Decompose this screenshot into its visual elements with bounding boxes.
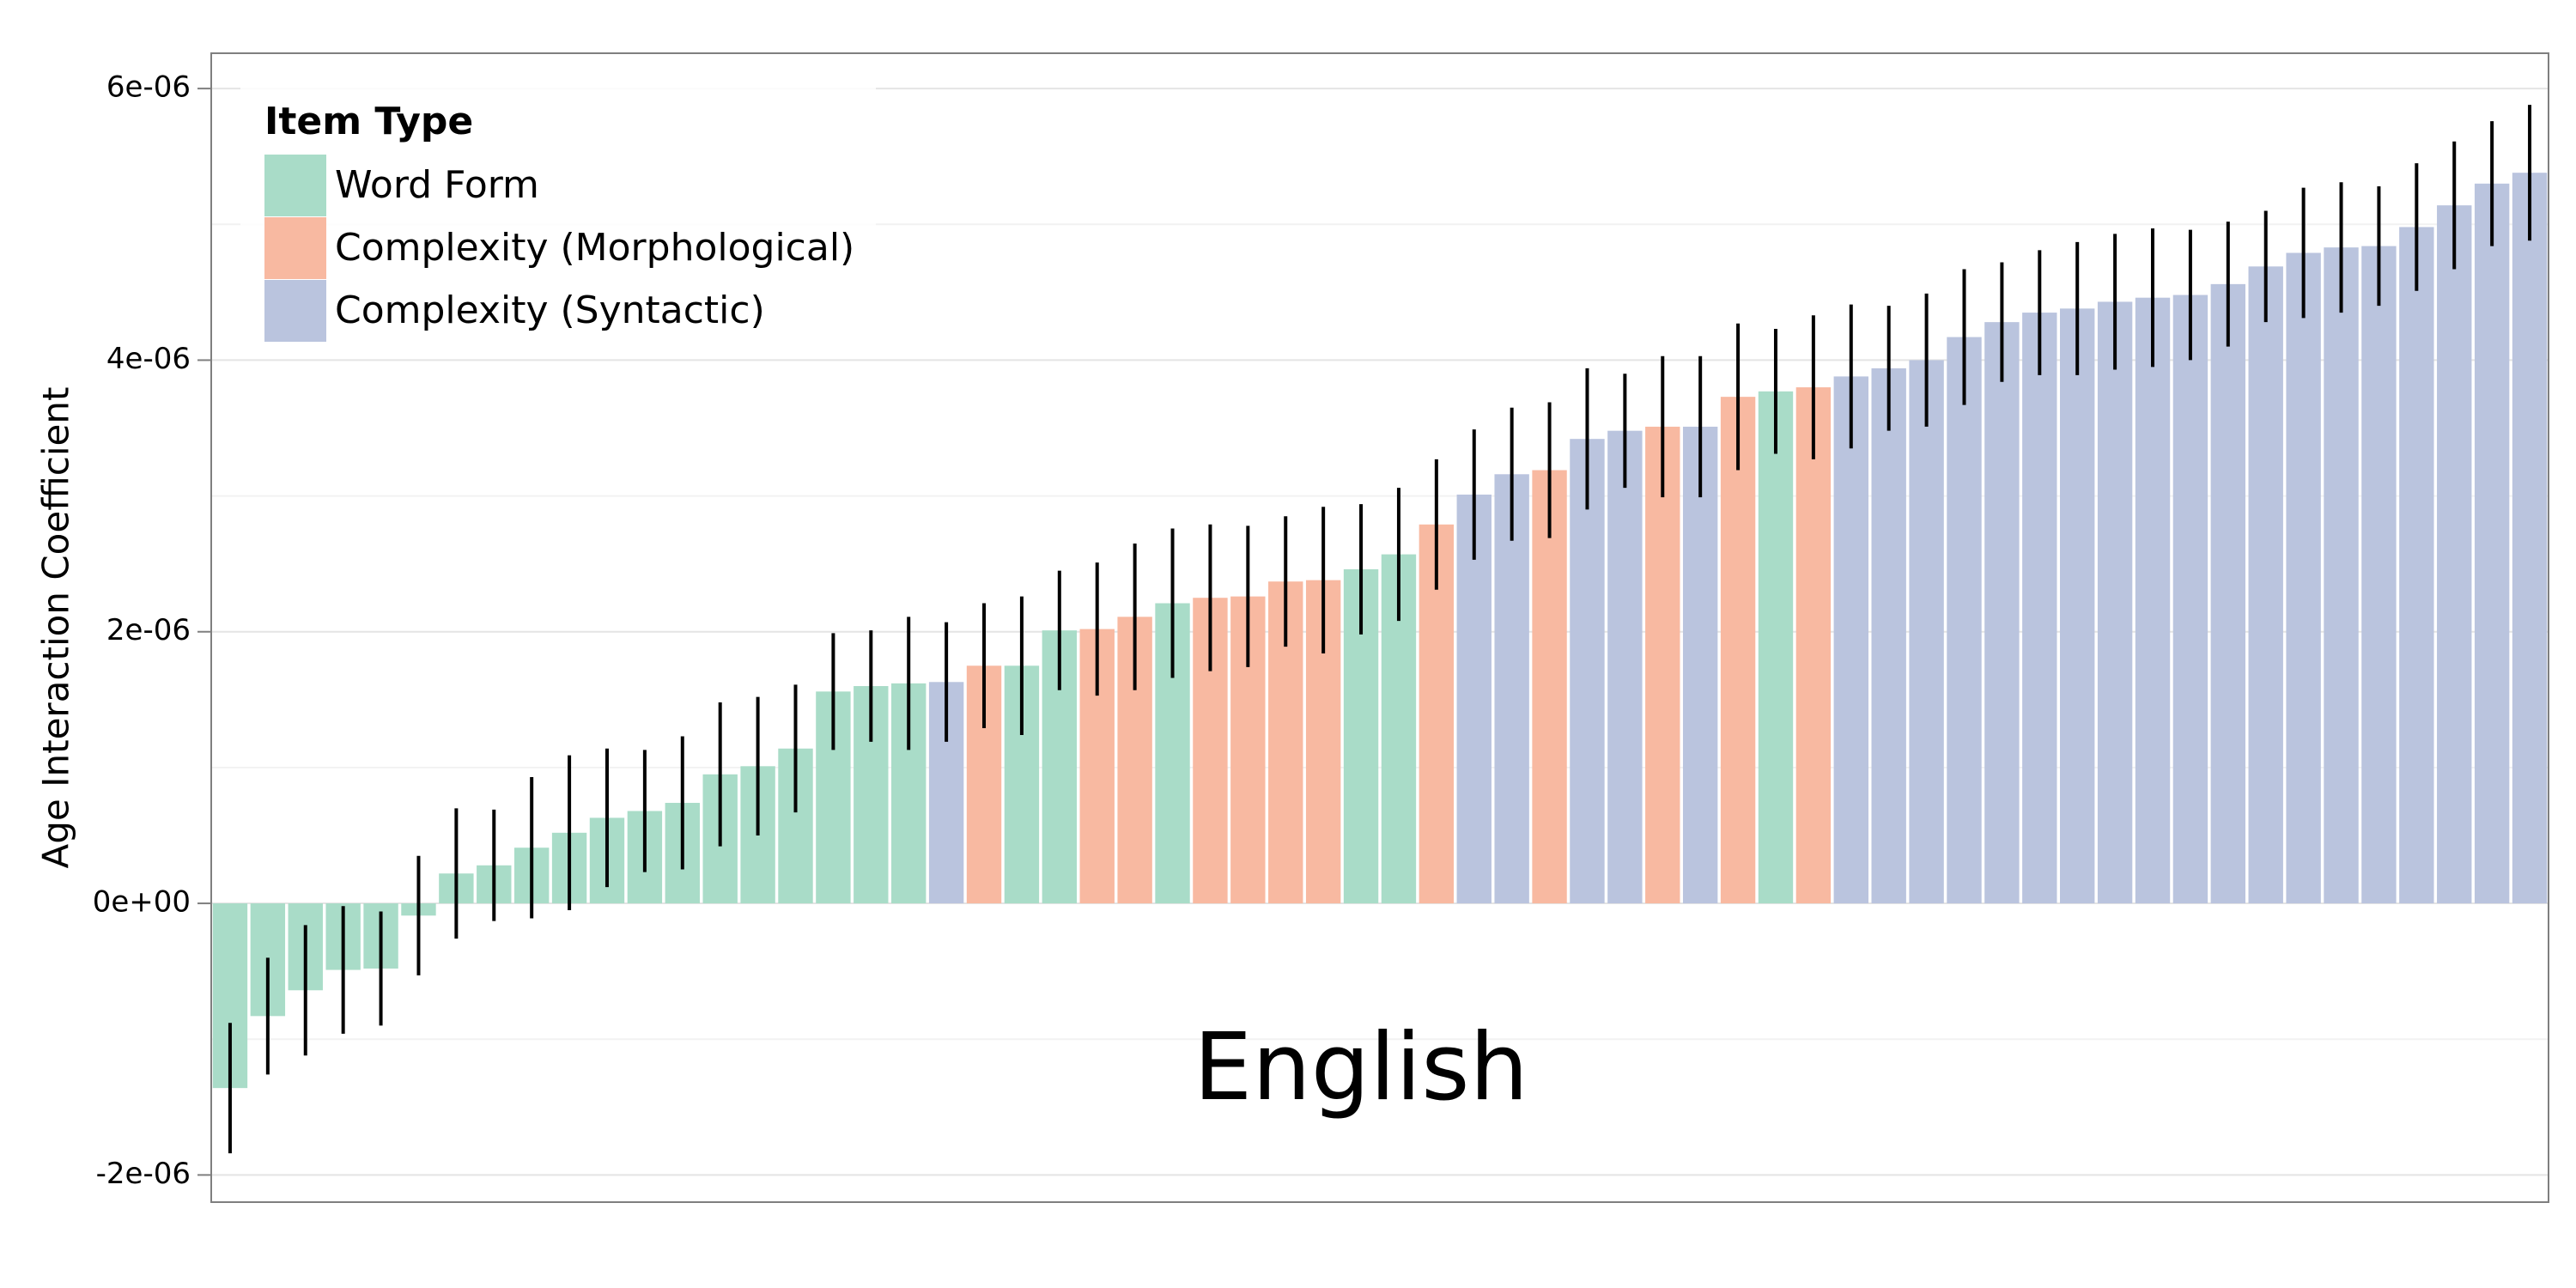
annotation: English: [1194, 1014, 1528, 1121]
bar: [1984, 322, 2020, 904]
bar: [1758, 391, 1794, 904]
legend-title: Item Type: [264, 100, 473, 143]
y-axis-label: Age Interaction Coefficient: [35, 387, 77, 869]
legend-key: [264, 155, 326, 216]
legend-label: Complexity (Syntactic): [335, 289, 765, 332]
y-tick-label: -2e-06: [96, 1157, 191, 1191]
bar: [2097, 301, 2133, 904]
bar: [2286, 252, 2321, 904]
error-bars: [228, 105, 2532, 1154]
plot-border: [210, 52, 2549, 1203]
legend-key: [264, 280, 326, 342]
bar: [2399, 227, 2434, 904]
bar: [2474, 183, 2510, 904]
bars: [212, 173, 2548, 1089]
y-axis: -2e-06 0e+00 2e-06 4e-06 6e-06: [93, 70, 211, 1191]
bar: [2022, 313, 2057, 904]
bar: [2512, 173, 2548, 904]
bar: [1494, 474, 1529, 904]
bar: [1833, 376, 1868, 904]
legend-label: Word Form: [335, 163, 539, 207]
y-tick-label: 4e-06: [106, 342, 191, 376]
bar: [2324, 247, 2359, 904]
legend-label: Complexity (Morphological): [335, 226, 854, 270]
legend-background: [240, 70, 876, 354]
bar: [1947, 337, 1982, 904]
bar: [1682, 426, 1718, 904]
bar: [1532, 470, 1567, 904]
bar: [2060, 308, 2095, 904]
bar: [2135, 297, 2171, 904]
bar: [2172, 295, 2208, 904]
bar: [1871, 368, 1906, 904]
bar: [1720, 397, 1756, 904]
bar: [2248, 266, 2283, 904]
bar: [1456, 495, 1492, 904]
bar: [2437, 205, 2472, 904]
legend-key: [264, 217, 326, 279]
bar: [1645, 426, 1680, 904]
bar: [2210, 283, 2246, 904]
y-tick-label: 6e-06: [106, 70, 191, 105]
y-tick-label: 0e+00: [93, 885, 191, 920]
y-tick-label: 2e-06: [106, 613, 191, 647]
bar: [2361, 246, 2397, 904]
bar: [1909, 360, 1944, 904]
bar: [1607, 430, 1643, 904]
bar: [1570, 439, 1605, 904]
bar: [1795, 387, 1832, 904]
legend: Item Type Word Form Complexity (Morphologi…: [240, 70, 876, 354]
